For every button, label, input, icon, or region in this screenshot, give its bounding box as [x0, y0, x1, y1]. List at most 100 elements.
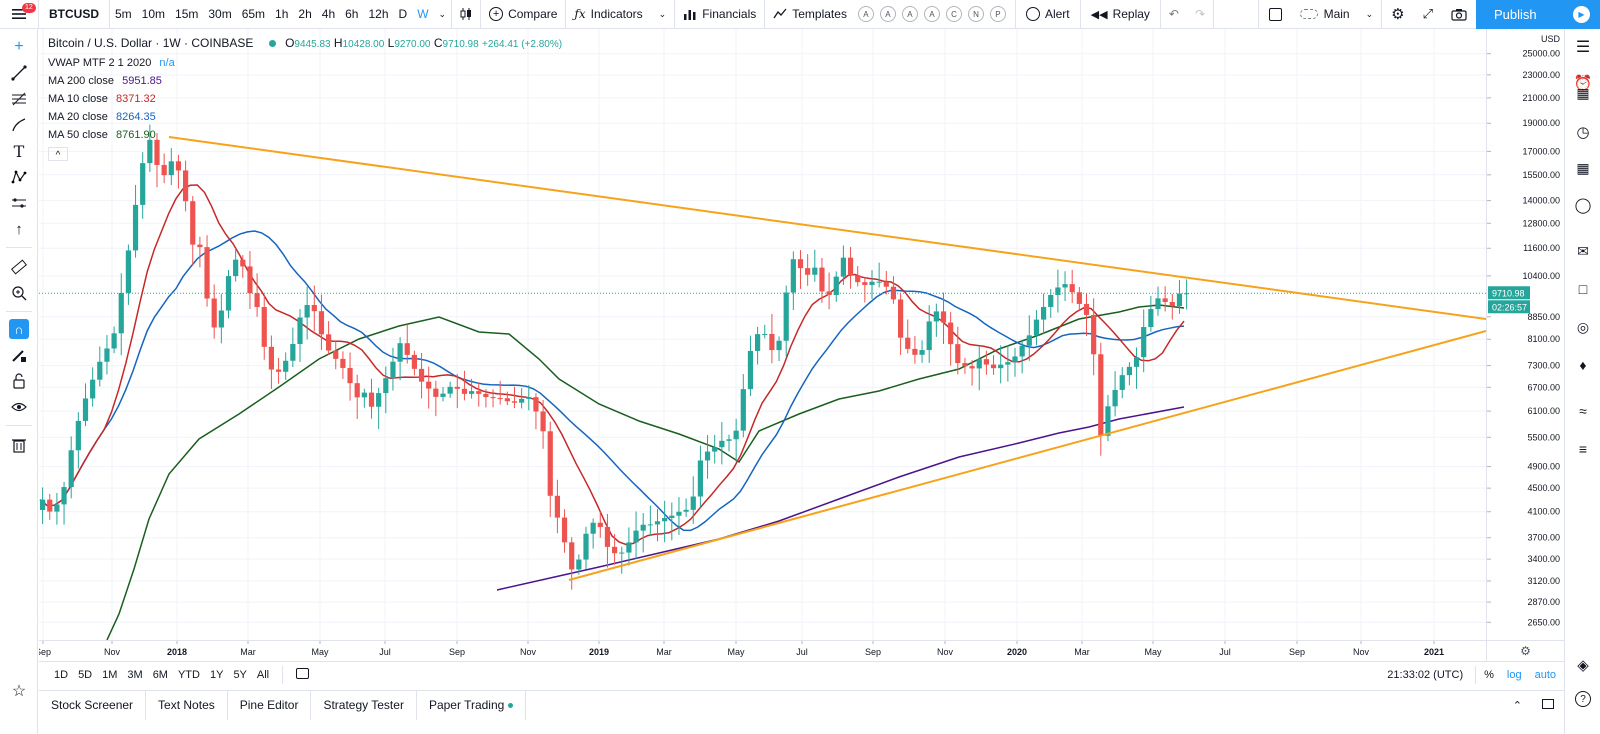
candle-body[interactable] — [418, 368, 425, 382]
price-scale[interactable]: USD 25000.00 23000.00 21000.00 19000.00 17000… — [1486, 29, 1564, 640]
series-title[interactable]: Bitcoin / U.S. Dollar · 1W · COINBASE — [48, 36, 254, 50]
template-badge[interactable]: C — [945, 6, 962, 22]
interval-1h[interactable]: 1h — [275, 7, 289, 21]
candle-body[interactable] — [597, 522, 603, 527]
candle-body[interactable] — [855, 275, 861, 283]
interval-W[interactable]: W — [417, 7, 429, 21]
candle-body[interactable] — [47, 499, 53, 512]
range-1m[interactable]: 1M — [102, 668, 118, 681]
candle-body[interactable] — [1069, 284, 1075, 293]
candle-body[interactable] — [969, 366, 975, 369]
magnet-tool[interactable]: ∩ — [9, 319, 29, 339]
range-3m[interactable]: 3M — [127, 668, 143, 681]
template-badge[interactable]: A — [879, 6, 896, 22]
candle-body[interactable] — [140, 163, 146, 205]
candle-body[interactable] — [726, 439, 732, 441]
candle-body[interactable] — [612, 546, 618, 554]
candle-body[interactable] — [1184, 293, 1190, 295]
percent-toggle[interactable]: % — [1484, 668, 1494, 681]
candle-body[interactable] — [218, 310, 224, 328]
candle-body[interactable] — [340, 358, 346, 368]
bottom-tab[interactable]: Strategy Tester — [311, 690, 417, 720]
collapse-panel-button[interactable]: ⌃ — [1503, 698, 1532, 712]
interval-30m[interactable]: 30m — [208, 7, 232, 21]
candle-body[interactable] — [826, 291, 832, 295]
candle-body[interactable] — [104, 348, 110, 362]
candle-body[interactable] — [883, 281, 889, 287]
candle-body[interactable] — [190, 201, 196, 245]
candle-body[interactable] — [461, 388, 468, 394]
candle-body[interactable] — [719, 440, 725, 448]
candle-body[interactable] — [275, 369, 282, 372]
candle-body[interactable] — [733, 430, 739, 440]
bottom-tab[interactable]: Paper Trading — [417, 690, 527, 720]
candle-body[interactable] — [1012, 356, 1018, 363]
range-ytd[interactable]: YTD — [177, 668, 200, 681]
candle-body[interactable] — [704, 451, 711, 461]
candle-body[interactable] — [1041, 306, 1047, 320]
candle-body[interactable] — [426, 381, 432, 389]
candle-body[interactable] — [898, 299, 904, 338]
watchlist-button[interactable]: ☰ — [1573, 37, 1593, 57]
candle-body[interactable] — [261, 307, 267, 347]
candle-body[interactable] — [111, 333, 117, 349]
lock-tool[interactable] — [9, 371, 29, 391]
trendline-tool[interactable] — [9, 63, 29, 83]
candle-body[interactable] — [1162, 298, 1168, 302]
candle-body[interactable] — [797, 259, 804, 269]
study-ma200-name[interactable]: MA 200 close — [48, 75, 115, 87]
messages-button[interactable]: □ — [1573, 279, 1593, 299]
fullscreen-button[interactable]: ⤢ — [1414, 0, 1442, 29]
template-badge[interactable]: A — [857, 6, 874, 22]
candle-body[interactable] — [197, 244, 203, 248]
ma200-line[interactable] — [496, 406, 1185, 591]
candle-body[interactable] — [354, 383, 360, 398]
candle-body[interactable] — [840, 257, 846, 277]
candle-body[interactable] — [955, 344, 961, 364]
candle-body[interactable] — [776, 340, 782, 351]
candle-body[interactable] — [1112, 389, 1118, 407]
delete-tool[interactable] — [9, 435, 29, 455]
candle-body[interactable] — [1133, 357, 1140, 367]
template-badge[interactable]: N — [967, 6, 984, 22]
candle-body[interactable] — [662, 517, 668, 522]
candle-body[interactable] — [1026, 335, 1032, 346]
range-1d[interactable]: 1D — [54, 668, 69, 681]
utc-clock[interactable]: 21:33:02 (UTC) — [1387, 668, 1464, 681]
ideas-button[interactable]: ◯ — [1573, 195, 1593, 215]
candle-body[interactable] — [526, 397, 532, 399]
candle-body[interactable] — [1048, 294, 1054, 307]
scale-settings-button[interactable]: ⚙ — [1486, 640, 1564, 661]
candle-body[interactable] — [361, 392, 367, 398]
candle-body[interactable] — [1169, 301, 1175, 307]
candle-body[interactable] — [1005, 362, 1011, 365]
candle-body[interactable] — [690, 496, 696, 510]
candle-body[interactable] — [619, 552, 625, 554]
chats-button[interactable]: ✉ — [1573, 241, 1593, 261]
candle-body[interactable] — [1155, 298, 1161, 310]
candle-body[interactable] — [1076, 292, 1082, 304]
candle-body[interactable] — [669, 515, 675, 518]
candle-body[interactable] — [61, 487, 67, 505]
candle-body[interactable] — [583, 533, 589, 560]
arrow-tool[interactable]: ↑ — [9, 219, 29, 239]
candle-body[interactable] — [633, 530, 639, 543]
interval-2h[interactable]: 2h — [298, 7, 312, 21]
candle-body[interactable] — [569, 542, 575, 570]
candle-body[interactable] — [333, 350, 339, 359]
candle-body[interactable] — [1033, 319, 1040, 336]
candle-body[interactable] — [304, 305, 310, 318]
ma20-line[interactable] — [39, 230, 1185, 532]
candle-body[interactable] — [869, 281, 875, 285]
candle-body[interactable] — [318, 311, 325, 335]
template-badge[interactable]: A — [901, 6, 918, 22]
range-1y[interactable]: 1Y — [209, 668, 224, 681]
candle-body[interactable] — [454, 386, 460, 389]
settings-button[interactable]: ⚙ — [1382, 0, 1413, 29]
favorites-tool[interactable]: ☆ — [9, 681, 29, 701]
candle-body[interactable] — [168, 161, 174, 176]
notifications-button[interactable]: ♦ — [1573, 355, 1593, 375]
candle-body[interactable] — [976, 359, 982, 369]
candle-body[interactable] — [404, 343, 410, 355]
candle-body[interactable] — [1055, 287, 1061, 295]
